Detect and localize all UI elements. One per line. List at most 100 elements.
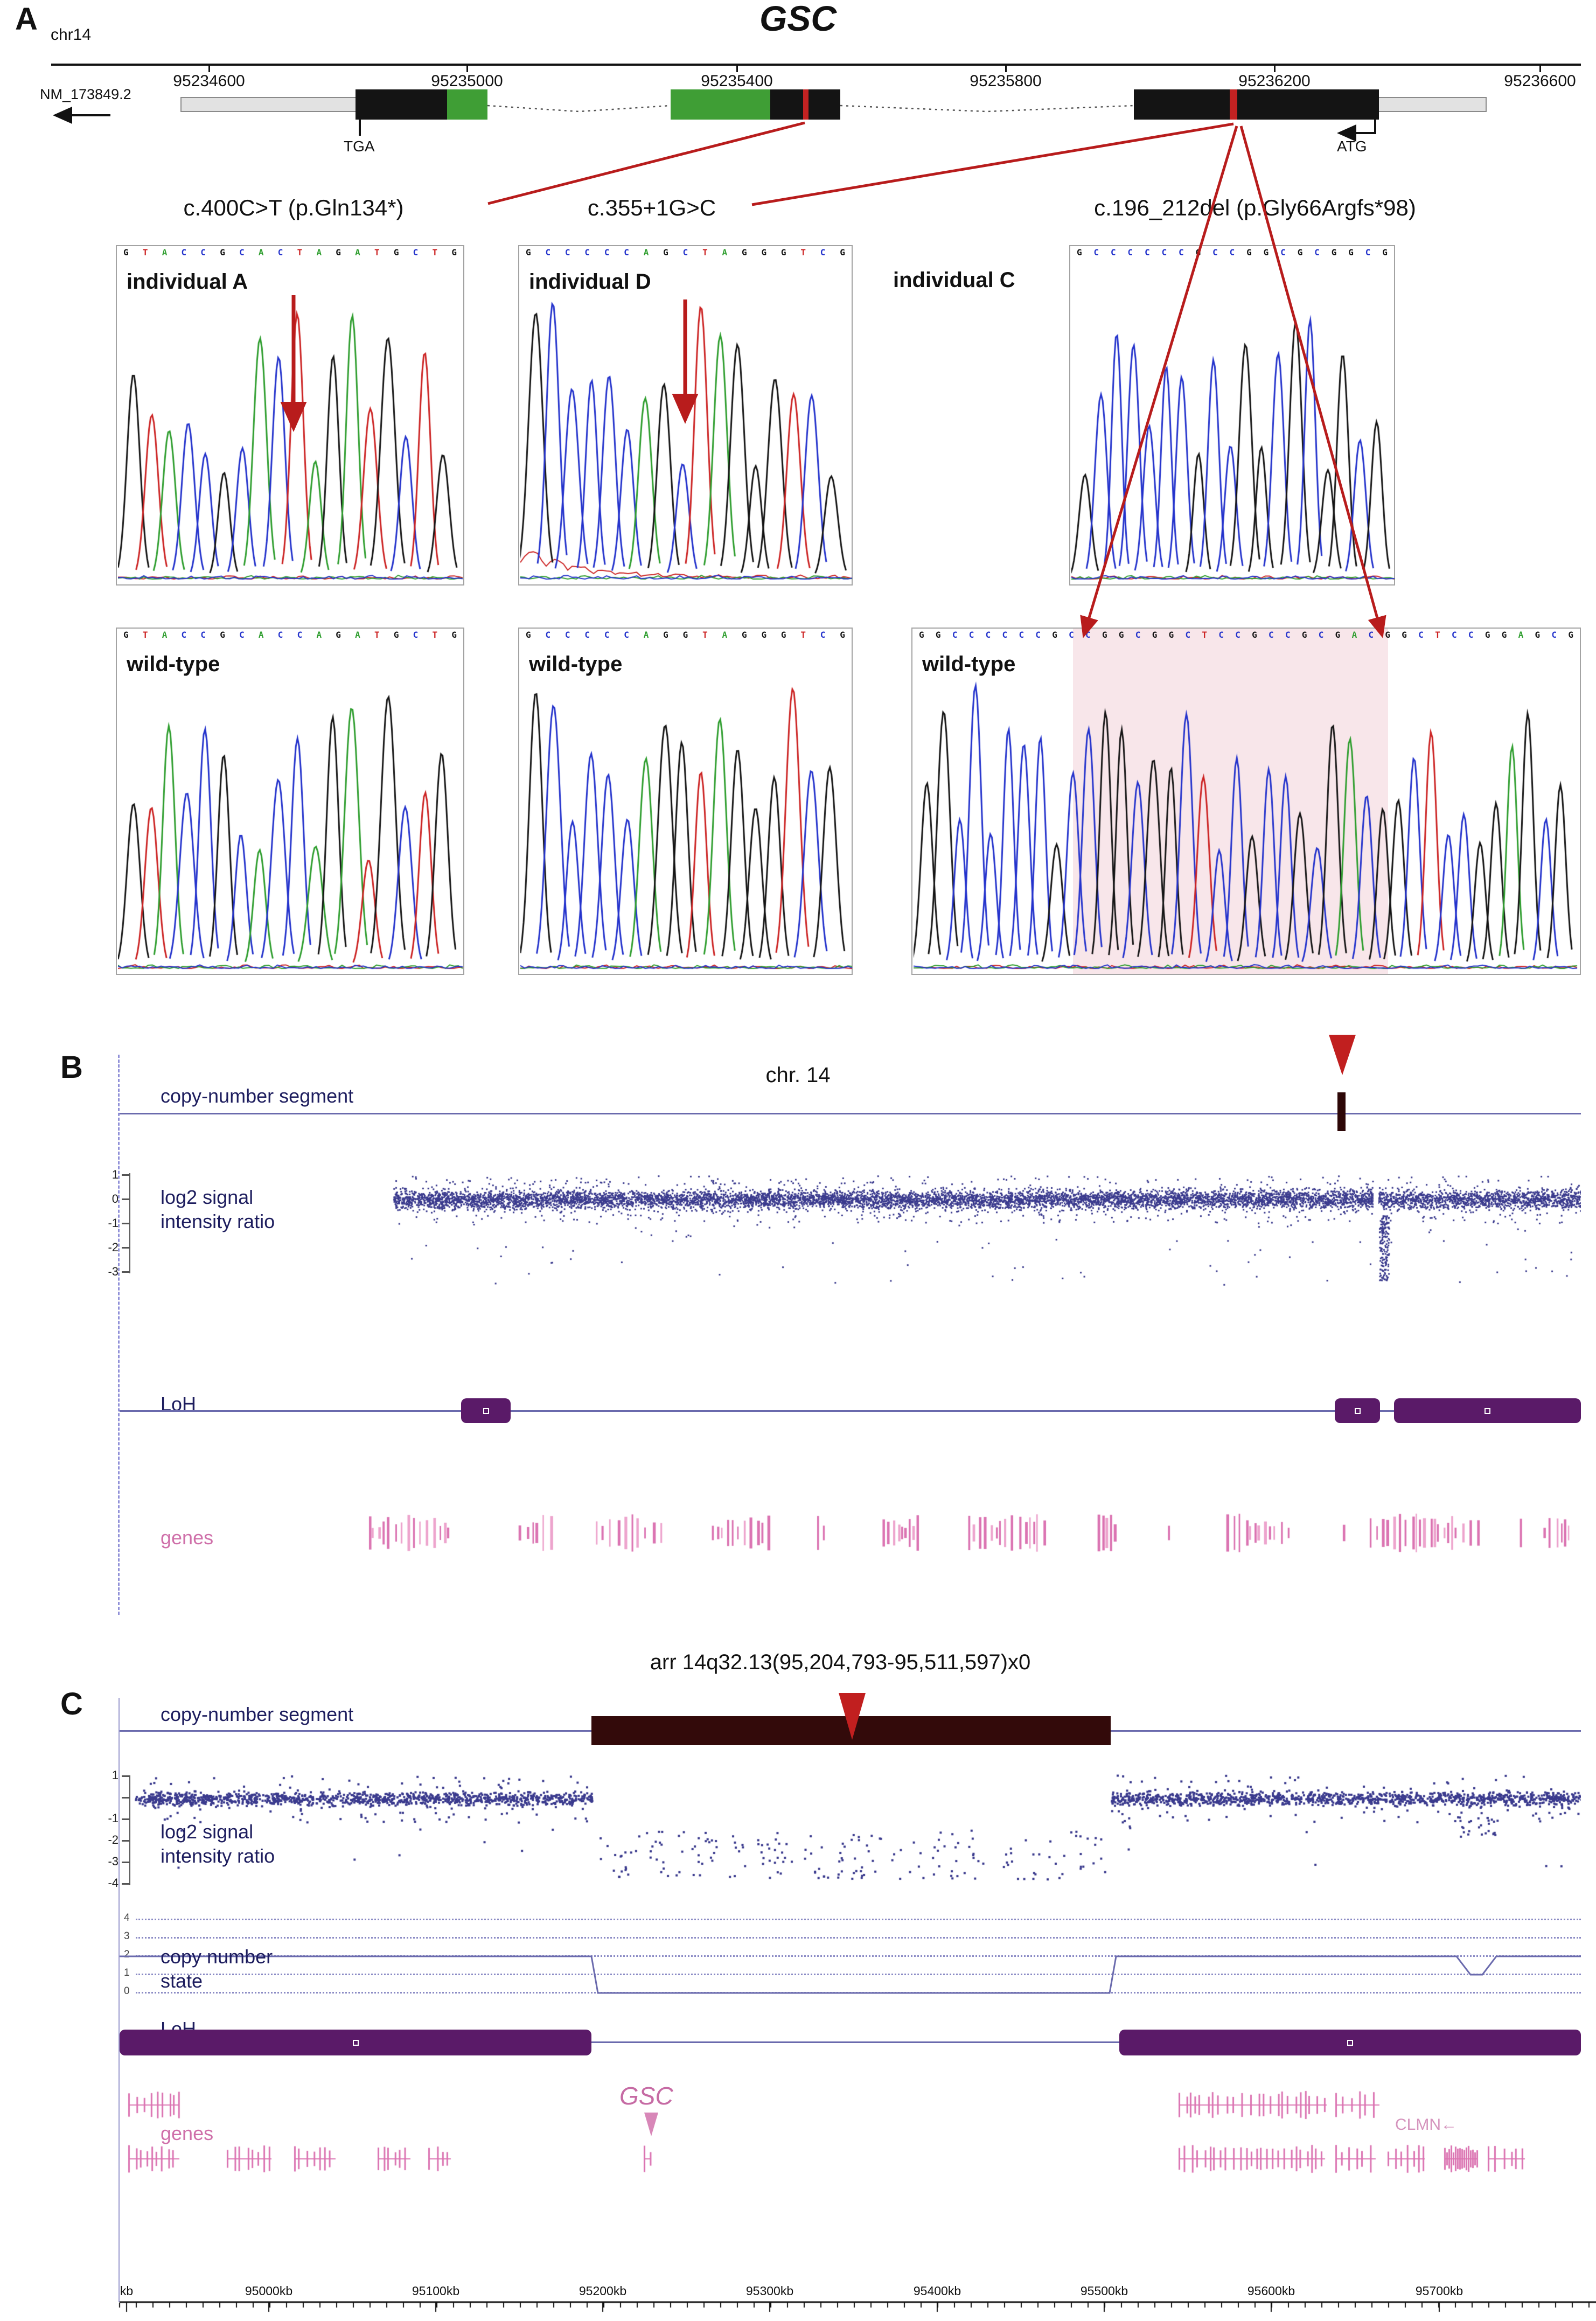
loh-track-label: LoH	[161, 1393, 197, 1415]
base-letter: G	[663, 630, 668, 640]
base-letter: C	[1179, 247, 1184, 257]
base-letter: C	[297, 630, 303, 640]
base-letter: C	[985, 630, 991, 640]
mutation-label-3: c.196_212del (p.Gly66Argfs*98)	[1094, 195, 1416, 220]
base-letter: C	[1468, 630, 1474, 640]
cn-state-tick-label: 0	[124, 1985, 130, 1997]
exon-1-black	[356, 89, 448, 120]
cn-segment-deletion-bar	[1337, 1092, 1346, 1131]
base-letter: C	[1285, 630, 1291, 640]
base-letter: C	[1235, 630, 1240, 640]
y-tickmark	[122, 1797, 129, 1799]
utr-bar-right	[1378, 97, 1487, 112]
base-letter: A	[162, 630, 168, 640]
base-letter: G	[1348, 247, 1354, 257]
base-letter: C	[1368, 630, 1374, 640]
base-letter: G	[840, 247, 845, 257]
ruler-tick-label: 95235400	[701, 72, 773, 90]
gene-structures-track	[120, 2086, 1581, 2183]
base-letter: T	[297, 247, 303, 257]
exon-1-green	[447, 89, 487, 120]
loh-segment-marker	[352, 2039, 359, 2046]
x-tick-label: 95600kb	[1247, 2284, 1295, 2298]
loh-segment-marker	[1347, 2039, 1353, 2046]
base-letter: C	[1093, 247, 1099, 257]
panel-c-label: C	[60, 1686, 83, 1721]
base-letter: A	[258, 630, 264, 640]
base-letter: C	[1085, 630, 1091, 640]
ruler-tick-label: 95235000	[431, 72, 503, 90]
chromatogram-trace	[520, 645, 853, 973]
base-letter: C	[1280, 247, 1286, 257]
loh-line	[120, 1410, 1581, 1412]
base-letter: C	[1551, 630, 1557, 640]
base-letter: C	[1269, 630, 1274, 640]
base-letter: G	[1568, 630, 1573, 640]
cn-segment-deletion-bar	[591, 1716, 1111, 1745]
panel-b-left-axis	[118, 1055, 120, 1615]
base-letter: T	[374, 247, 380, 257]
base-letter: A	[1351, 630, 1357, 640]
chromatogram-wildtype-1: G T A C C G C A C C A G A T G C T G wild-type	[116, 628, 464, 975]
loh-line	[120, 2041, 1581, 2043]
base-letter: G	[1402, 630, 1407, 640]
y-tickmark	[122, 1883, 129, 1885]
base-letter: G	[741, 630, 747, 640]
ruler-tickmark	[208, 66, 210, 72]
ruler-tick-label: 95235800	[970, 72, 1042, 90]
base-letter: G	[1501, 630, 1507, 640]
base-letter: C	[584, 247, 590, 257]
chromatogram-trace	[1071, 262, 1395, 583]
intron-1-dotted-line	[487, 104, 671, 113]
ruler-tickmark	[736, 66, 738, 72]
base-letter: G	[935, 630, 941, 640]
base-letter: C	[564, 630, 570, 640]
base-letter: C	[1418, 630, 1424, 640]
base-letter: G	[336, 630, 341, 640]
base-letter: C	[1135, 630, 1141, 640]
exon-2-variant-mark	[803, 89, 809, 120]
chromatogram-individual-d: G C C C C C A G C T A G G G T C G individual D	[518, 245, 853, 586]
y-tickmark	[122, 1775, 129, 1777]
x-tick-label: 95400kb	[913, 2284, 961, 2298]
ruler-tick-label: 95236600	[1504, 72, 1576, 90]
log2-scatter-plot	[135, 1152, 1581, 1335]
panel-b-y-axis	[129, 1173, 130, 1273]
log2-scatter-plot	[135, 1766, 1581, 1927]
ruler-tickmark	[466, 66, 468, 72]
base-letter: G	[663, 247, 668, 257]
cn-segment-line	[120, 1113, 1581, 1114]
cn-segment-track-label: copy-number segment	[161, 1085, 354, 1107]
base-letter: C	[1314, 247, 1320, 257]
control-label: wild-type	[922, 652, 1016, 676]
base-letter: T	[432, 247, 438, 257]
x-tick-label: kb	[120, 2284, 134, 2298]
exon-3-black	[1134, 89, 1379, 120]
base-letter: G	[1168, 630, 1174, 640]
base-letter: C	[564, 247, 570, 257]
y-tickmark	[122, 1840, 129, 1842]
base-letter: C	[200, 630, 206, 640]
ruler-tick-label: 95234600	[173, 72, 245, 90]
base-letter: A	[722, 247, 728, 257]
chromatogram-wildtype-2: G C C C C C A G G T A G G G T C G wild-type	[518, 628, 853, 975]
panel-a-label: A	[15, 2, 38, 37]
base-letter: G	[220, 247, 225, 257]
panel-c-y-axis	[129, 1775, 130, 1885]
base-letter: G	[526, 247, 531, 257]
y-tick-label: 0	[111, 1192, 119, 1205]
y-tick-label: -3	[108, 1265, 119, 1278]
y-tick-label: 1	[111, 1168, 119, 1181]
y-tickmark	[122, 1223, 129, 1224]
base-letter: G	[1385, 630, 1391, 640]
loh-segment	[461, 1398, 511, 1423]
base-letter: G	[393, 247, 399, 257]
sample-label: individual D	[529, 270, 651, 294]
chromatogram-trace	[118, 645, 464, 973]
base-letter: C	[1229, 247, 1235, 257]
y-tickmark	[122, 1247, 129, 1249]
